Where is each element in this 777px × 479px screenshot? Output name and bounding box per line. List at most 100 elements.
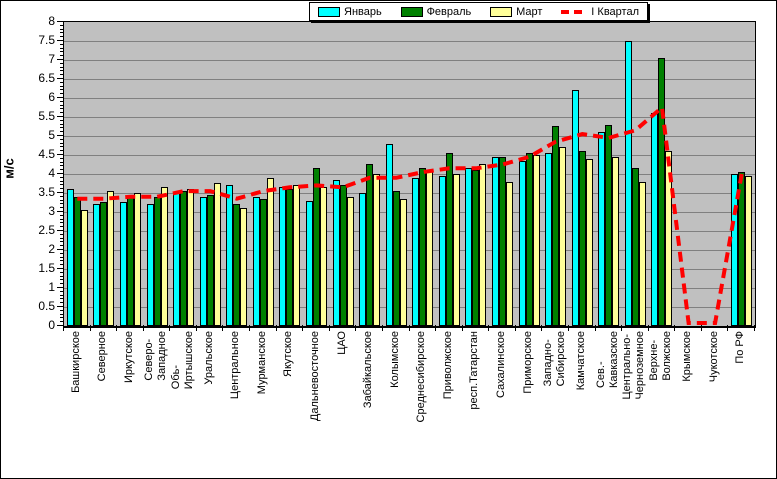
legend[interactable]: Январь Февраль Март I Квартал [309, 2, 648, 21]
bar-март-14[interactable] [452, 174, 460, 326]
y-axis-major-tick [57, 249, 63, 250]
bar-январь-18[interactable] [545, 153, 553, 326]
bar-февраль-10[interactable] [339, 185, 347, 326]
bar-март-0[interactable] [80, 210, 88, 326]
legend-label: I Квартал [591, 5, 639, 18]
bar-март-17[interactable] [532, 155, 540, 326]
y-axis-minor-tick [60, 321, 63, 322]
bar-январь-11[interactable] [359, 193, 367, 326]
bar-январь-14[interactable] [438, 176, 446, 326]
y-axis-minor-tick [60, 215, 63, 216]
bar-январь-19[interactable] [571, 90, 579, 326]
legend-item-0[interactable]: Январь [318, 6, 382, 18]
bar-март-18[interactable] [559, 147, 567, 326]
bar-февраль-20[interactable] [605, 125, 613, 326]
legend-label: Март [516, 5, 543, 18]
bar-февраль-19[interactable] [578, 151, 586, 326]
bar-март-7[interactable] [266, 178, 274, 326]
bar-март-19[interactable] [585, 159, 593, 326]
bar-март-8[interactable] [293, 185, 301, 326]
bar-март-25[interactable] [745, 176, 753, 326]
bar-февраль-16[interactable] [499, 157, 507, 326]
bar-февраль-11[interactable] [366, 164, 374, 326]
bar-февраль-0[interactable] [73, 197, 81, 326]
bar-март-2[interactable] [133, 193, 141, 326]
y-axis-minor-tick [60, 245, 63, 246]
bar-февраль-9[interactable] [312, 168, 320, 326]
bar-февраль-12[interactable] [392, 191, 400, 326]
legend-item-1[interactable]: Февраль [400, 6, 471, 18]
bar-март-1[interactable] [107, 191, 115, 326]
bar-январь-16[interactable] [492, 157, 500, 326]
bar-февраль-1[interactable] [100, 202, 108, 326]
bar-январь-17[interactable] [518, 161, 526, 326]
bar-февраль-5[interactable] [206, 195, 214, 326]
bar-февраль-8[interactable] [286, 189, 294, 326]
bar-март-16[interactable] [506, 182, 514, 326]
bar-март-12[interactable] [399, 199, 407, 326]
legend-swatch-icon [318, 6, 340, 17]
bar-февраль-3[interactable] [153, 197, 161, 326]
bar-февраль-4[interactable] [180, 191, 188, 326]
bar-январь-3[interactable] [146, 204, 154, 326]
bar-январь-0[interactable] [66, 189, 74, 326]
bar-январь-21[interactable] [624, 41, 632, 326]
bar-январь-5[interactable] [199, 197, 207, 326]
legend-item-2[interactable]: Март [490, 6, 542, 18]
bar-январь-15[interactable] [465, 168, 473, 326]
bar-февраль-17[interactable] [525, 153, 533, 326]
gridline [64, 60, 755, 61]
bar-февраль-7[interactable] [259, 199, 267, 326]
bar-январь-6[interactable] [226, 185, 234, 326]
y-axis-minor-tick [60, 67, 63, 68]
legend-item-3[interactable]: I Квартал [561, 6, 639, 18]
bar-январь-8[interactable] [279, 187, 287, 326]
y-axis-minor-tick [60, 108, 63, 109]
bar-март-15[interactable] [479, 164, 487, 326]
y-axis-minor-tick [60, 177, 63, 178]
bar-февраль-15[interactable] [472, 170, 480, 326]
bar-январь-1[interactable] [93, 204, 101, 326]
bar-февраль-22[interactable] [658, 58, 666, 326]
x-label-8: Якутское [282, 331, 295, 377]
bar-март-22[interactable] [665, 151, 673, 326]
y-axis-minor-tick [60, 165, 63, 166]
bar-январь-7[interactable] [252, 197, 260, 326]
bar-январь-10[interactable] [332, 180, 340, 326]
bar-март-20[interactable] [612, 157, 620, 326]
bar-февраль-6[interactable] [233, 204, 241, 326]
bar-январь-9[interactable] [305, 201, 313, 326]
y-axis-minor-tick [60, 226, 63, 227]
x-axis-tick [754, 325, 755, 331]
bar-февраль-14[interactable] [445, 153, 453, 326]
bar-март-9[interactable] [319, 187, 327, 326]
bar-март-21[interactable] [638, 182, 646, 326]
x-axis-tick [541, 325, 543, 331]
x-label-20: Сев.- Кавказское [594, 331, 620, 389]
bar-март-13[interactable] [426, 170, 434, 326]
y-tick-label: 1 [48, 280, 55, 294]
bar-март-4[interactable] [187, 189, 195, 326]
bar-январь-25[interactable] [731, 174, 739, 326]
bar-февраль-25[interactable] [738, 172, 746, 326]
bar-март-11[interactable] [373, 174, 381, 326]
y-axis-minor-tick [60, 105, 63, 106]
bar-март-10[interactable] [346, 197, 354, 326]
bar-январь-4[interactable] [173, 193, 181, 326]
bar-февраль-13[interactable] [419, 168, 427, 326]
bar-февраль-18[interactable] [552, 126, 560, 326]
bar-февраль-2[interactable] [126, 197, 134, 326]
bar-март-5[interactable] [213, 183, 221, 326]
bar-январь-2[interactable] [119, 202, 127, 326]
y-axis-minor-tick [60, 264, 63, 265]
bar-январь-13[interactable] [412, 178, 420, 326]
bar-январь-20[interactable] [598, 132, 606, 326]
bar-март-6[interactable] [240, 208, 248, 326]
y-axis-minor-tick [60, 200, 63, 201]
bar-январь-12[interactable] [385, 144, 393, 326]
bar-февраль-21[interactable] [631, 168, 639, 326]
bar-март-3[interactable] [160, 187, 168, 326]
x-label-12: Колымское [388, 331, 401, 388]
bar-январь-22[interactable] [651, 113, 659, 326]
y-axis-minor-tick [60, 298, 63, 299]
